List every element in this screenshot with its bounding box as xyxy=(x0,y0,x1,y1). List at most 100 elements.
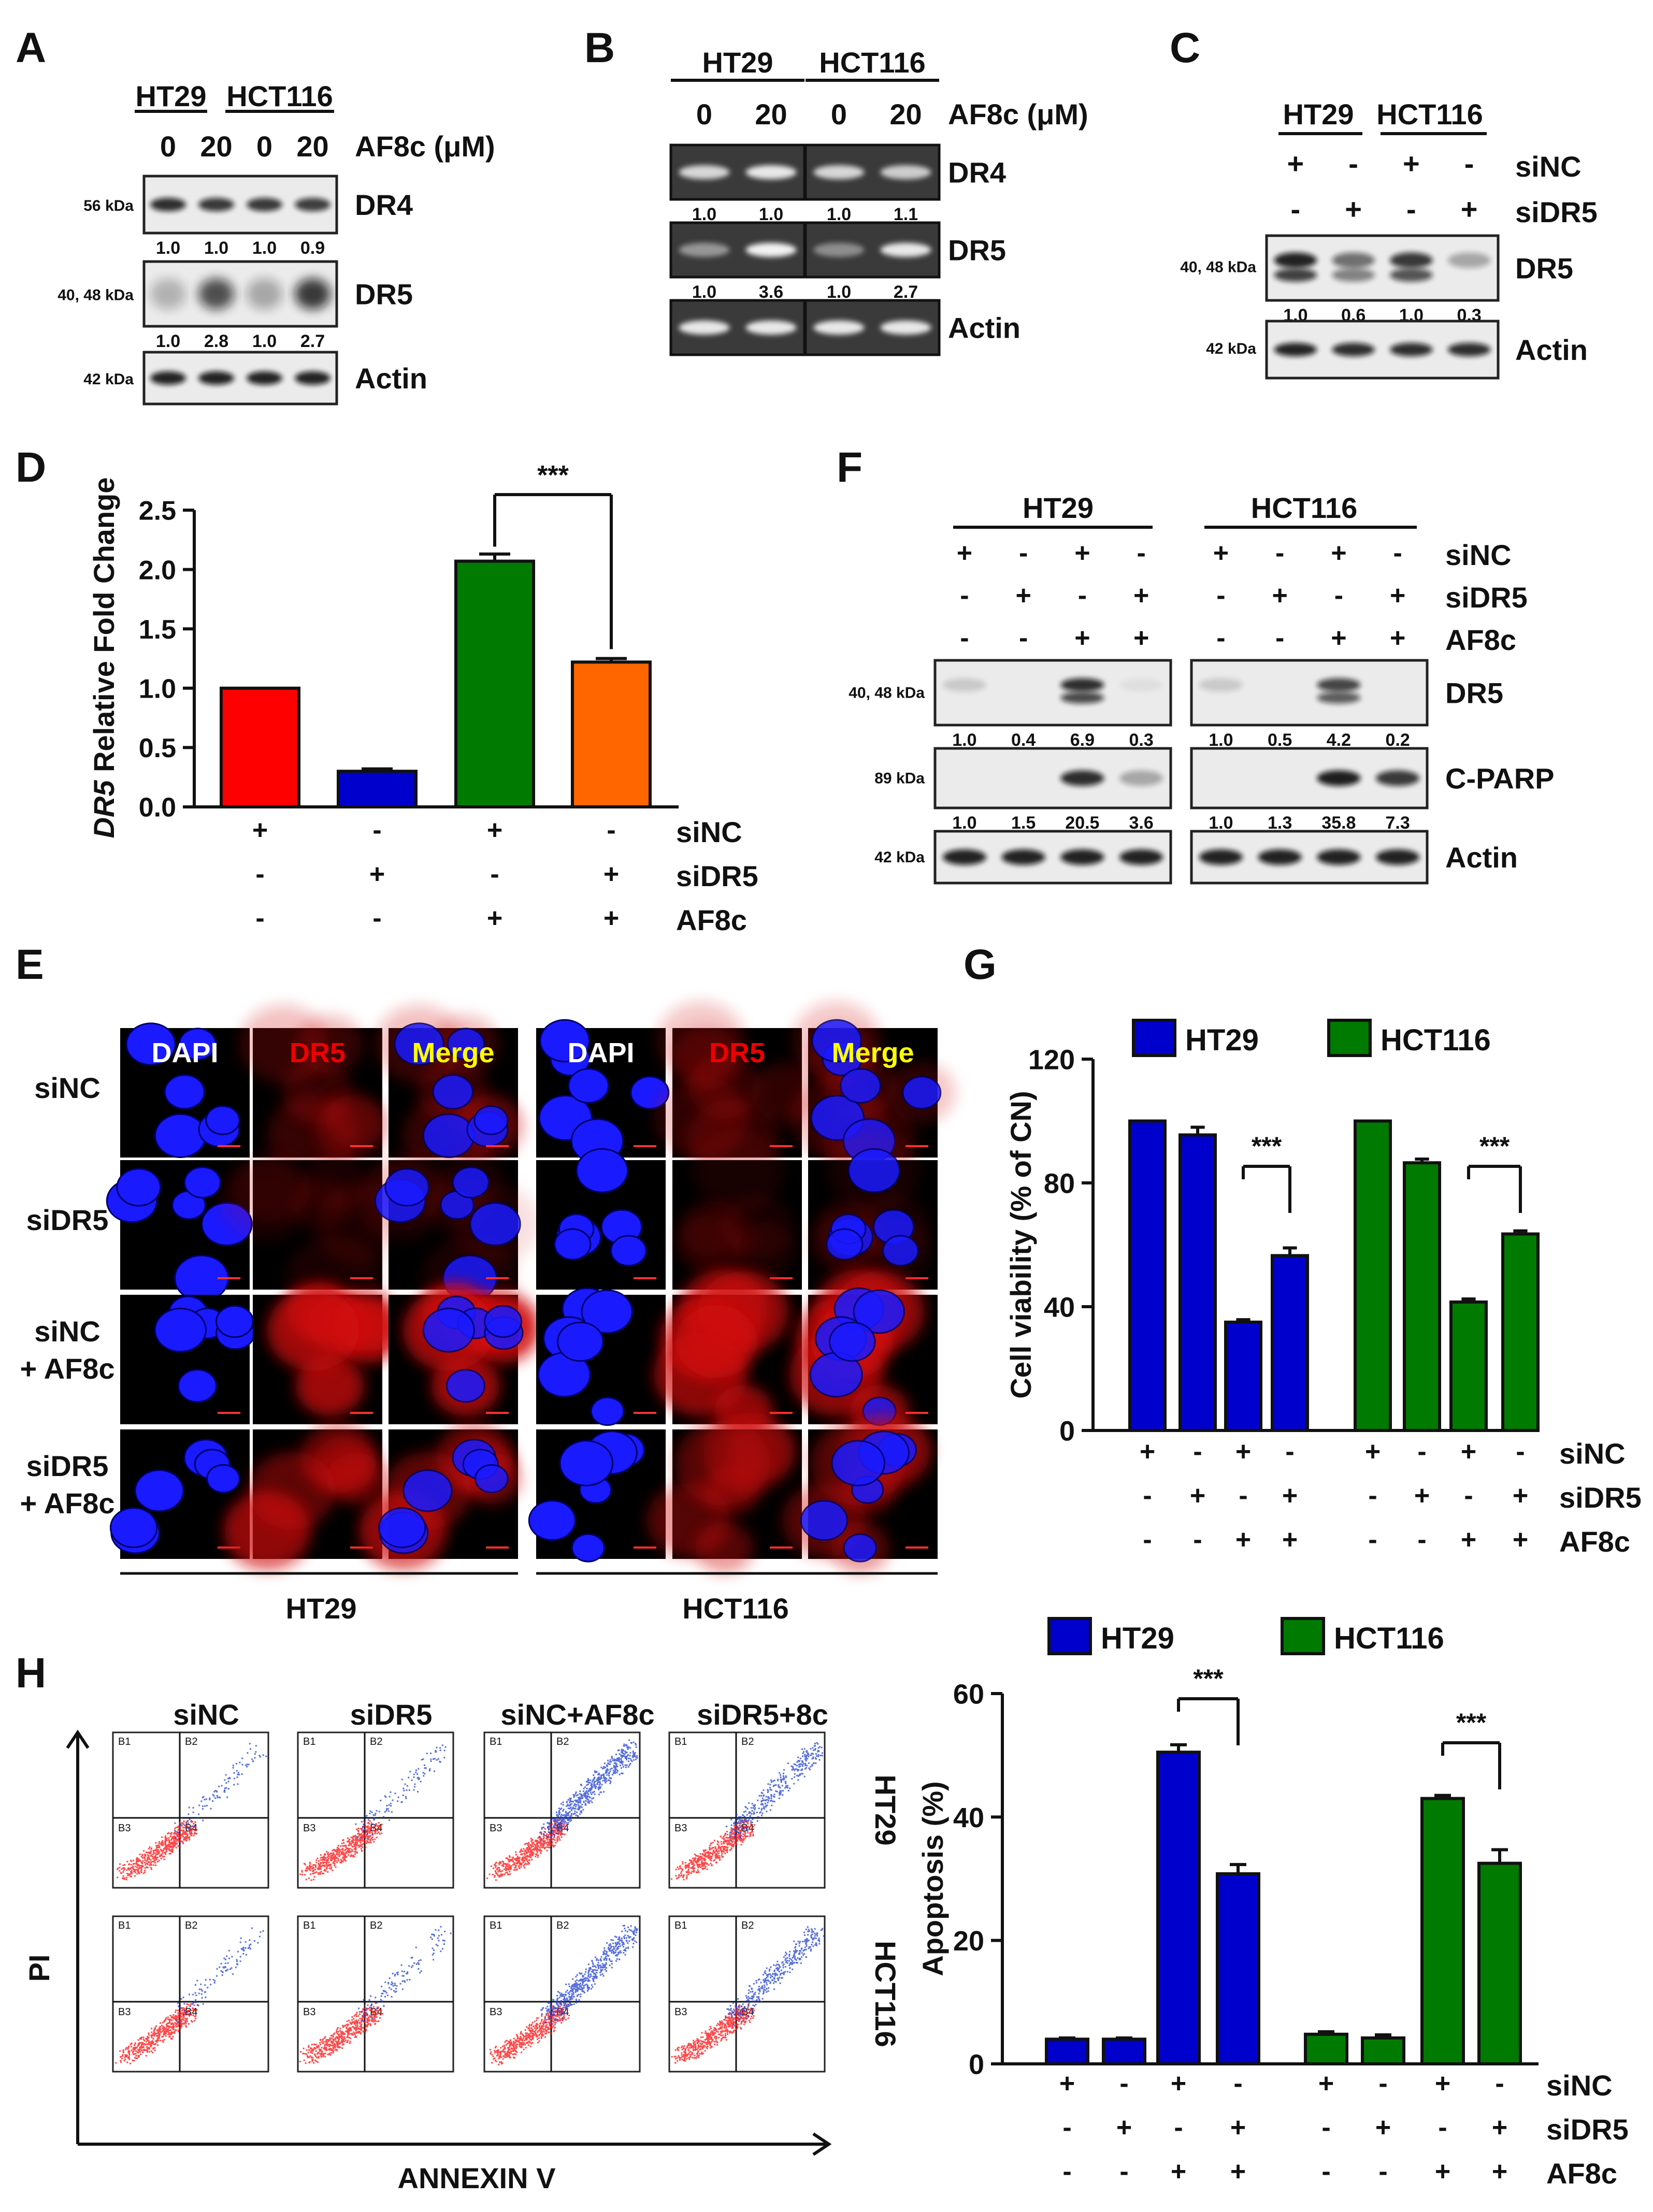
quant-value: 4.2 xyxy=(1327,730,1351,750)
quant-value: 1.0 xyxy=(1209,813,1233,833)
quant-value: 1.0 xyxy=(692,205,716,224)
quadrant-label: B2 xyxy=(741,1736,754,1747)
dapi-nucleus xyxy=(847,1148,901,1193)
flow-plot: B1 B2 B3 B4 xyxy=(297,1915,454,2073)
sign-mark: + xyxy=(1287,147,1304,180)
quadrant-label: B3 xyxy=(674,1823,687,1834)
condition-label: siNC+AF8c xyxy=(500,1698,654,1731)
quant-value: 1.0 xyxy=(156,331,180,351)
dr5-signal xyxy=(733,1222,797,1279)
quadrant-label: B2 xyxy=(185,1920,197,1931)
blot-band xyxy=(1258,849,1302,865)
dapi-nucleus xyxy=(581,1289,634,1334)
condition-label: siDR5+8c xyxy=(697,1698,828,1731)
quant-value: 1.3 xyxy=(1268,813,1292,833)
sign-mark: - xyxy=(372,815,381,845)
image-tile xyxy=(355,1152,540,1321)
dapi-nucleus xyxy=(154,1113,207,1158)
blot-membrane xyxy=(1190,659,1429,727)
quant-value: 2.7 xyxy=(300,331,325,351)
blot-band xyxy=(150,198,186,211)
blot-band xyxy=(247,278,282,310)
sign-mark: - xyxy=(1321,2157,1330,2187)
protein-label: Actin xyxy=(1515,334,1588,366)
row-label: AF8c xyxy=(1559,1525,1630,1558)
quant-value: 1.0 xyxy=(692,282,716,302)
bar xyxy=(1420,1797,1465,2065)
legend-label: HCT116 xyxy=(1381,1023,1491,1057)
dapi-nucleus xyxy=(422,1113,475,1158)
blot-band xyxy=(1274,343,1317,356)
sign-mark: + xyxy=(1171,2069,1186,2099)
significance-mark: *** xyxy=(1193,1664,1224,1693)
bar xyxy=(1501,1232,1540,1432)
blot-actin-hct116 xyxy=(1190,830,1429,885)
bar xyxy=(1156,1751,1201,2065)
bar xyxy=(1216,1872,1260,2065)
dapi-nucleus xyxy=(469,1202,521,1247)
dot-cloud-live xyxy=(117,1820,198,1881)
quant-value: 1.0 xyxy=(252,238,277,258)
gene-label: DR5 xyxy=(948,234,1006,267)
dapi-nucleus xyxy=(154,1307,207,1353)
sign-mark: - xyxy=(1193,1525,1202,1555)
dose-label: 0 xyxy=(160,130,176,163)
quant-value: 0.4 xyxy=(1011,730,1036,750)
blot-band xyxy=(247,198,282,211)
legend-swatch xyxy=(1132,1019,1176,1057)
sign-mark: - xyxy=(1368,1481,1377,1511)
sign-mark: + xyxy=(1190,1481,1205,1511)
cell-label-hct116: HCT116 xyxy=(682,1592,788,1625)
sign-mark: + xyxy=(1074,538,1090,568)
dapi-nucleus xyxy=(554,1228,592,1261)
bar xyxy=(1403,1161,1441,1433)
quant-value: 1.0 xyxy=(952,813,976,833)
dr5-signal xyxy=(325,1093,385,1147)
quant-value: 3.6 xyxy=(759,282,783,302)
kda-label: 42 kDa xyxy=(874,849,925,866)
dapi-nucleus xyxy=(559,1440,614,1486)
dapi-nucleus xyxy=(177,1369,217,1403)
gel-band xyxy=(880,165,931,180)
dapi-nucleus xyxy=(528,1500,577,1541)
blot-dr5 xyxy=(1265,234,1500,302)
gel-band xyxy=(880,242,931,257)
blot-actin xyxy=(1265,320,1500,380)
dose-label: 20 xyxy=(755,98,787,131)
sign-mark: + xyxy=(1015,581,1031,611)
sign-mark: - xyxy=(1143,1525,1152,1555)
bar xyxy=(1178,1133,1217,1432)
quant-value: 3.6 xyxy=(1129,813,1153,833)
image-tile xyxy=(536,1148,666,1290)
row-label: siNC xyxy=(1445,539,1512,571)
sign-mark: + xyxy=(1461,1437,1476,1467)
sign-mark: - xyxy=(490,859,499,889)
plot-frame xyxy=(112,1915,269,2073)
protein-label: Actin xyxy=(1445,841,1518,874)
y-tick-label: 1.5 xyxy=(139,615,176,645)
y-axis-label: DR5 Relative Fold Change xyxy=(88,477,120,838)
significance-mark: *** xyxy=(1479,1132,1510,1161)
blot-actin xyxy=(142,351,338,406)
arrow-head xyxy=(812,2132,832,2156)
sign-mark: - xyxy=(1143,1481,1152,1511)
bar xyxy=(1271,1254,1309,1433)
image-tile xyxy=(109,1429,250,1559)
sign-mark: - xyxy=(255,903,264,933)
y-tick-label: 2.0 xyxy=(139,555,176,585)
sign-mark: + xyxy=(1365,1437,1381,1467)
quant-value: 7.3 xyxy=(1385,813,1410,833)
dapi-nucleus xyxy=(828,1321,876,1362)
quadrant-label: B2 xyxy=(556,1920,569,1931)
quadrant-label: B1 xyxy=(303,1920,315,1931)
blot-band xyxy=(1317,678,1361,692)
blot-band-lower xyxy=(1317,691,1361,704)
dr5-signal xyxy=(675,1305,758,1378)
blot-band-lower xyxy=(1332,268,1375,282)
image-tile xyxy=(654,1269,802,1438)
sign-mark: + xyxy=(1282,1481,1298,1511)
dr5-signal xyxy=(326,1453,385,1505)
blot-band xyxy=(1447,252,1491,268)
panel-letter-c: C xyxy=(1170,24,1200,71)
